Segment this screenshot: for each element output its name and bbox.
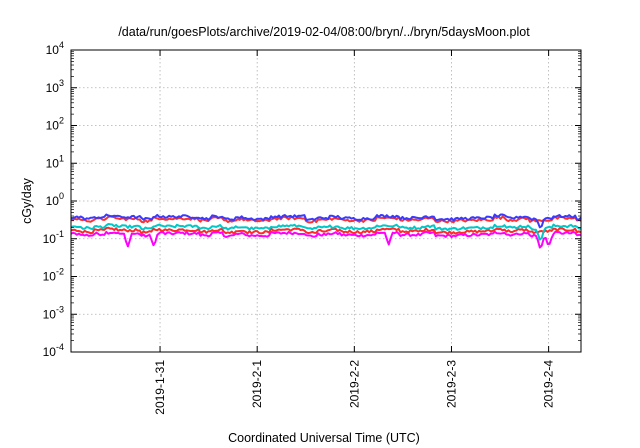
series-line xyxy=(70,213,582,229)
y-tick-label: 102 xyxy=(46,116,64,133)
x-tick-label: 2019-2-4 xyxy=(542,360,556,408)
y-tick-label: 10-3 xyxy=(43,304,64,321)
y-tick-label: 10-4 xyxy=(43,342,64,359)
series-layer xyxy=(70,213,582,249)
y-tick-label: 10-2 xyxy=(43,267,64,284)
y-tick-label: 101 xyxy=(46,153,64,170)
x-tick-label: 2019-2-3 xyxy=(444,360,458,408)
y-tick-label: 104 xyxy=(46,40,64,57)
grid-layer xyxy=(71,50,581,352)
x-tick-label: 2019-2-1 xyxy=(250,360,264,408)
tick-layer: 10-4 10-3 10-2 10-1 100 101 102 103 104 2019-1-31… xyxy=(43,40,581,415)
x-axis-label: Coordinated Universal Time (UTC) xyxy=(228,431,420,445)
chart-title: /data/run/goesPlots/archive/2019-02-04/0… xyxy=(118,25,530,39)
y-axis-label: cGy/day xyxy=(20,177,34,224)
y-tick-label: 100 xyxy=(46,191,64,208)
y-tick-label: 10-1 xyxy=(43,229,64,246)
series-line xyxy=(70,230,582,249)
x-tick-label: 2019-2-2 xyxy=(347,360,361,408)
series-line xyxy=(70,226,582,235)
y-tick-label: 103 xyxy=(46,78,64,95)
series-line xyxy=(70,223,582,241)
series-line xyxy=(70,215,582,224)
x-tick-label: 2019-1-31 xyxy=(153,360,167,415)
